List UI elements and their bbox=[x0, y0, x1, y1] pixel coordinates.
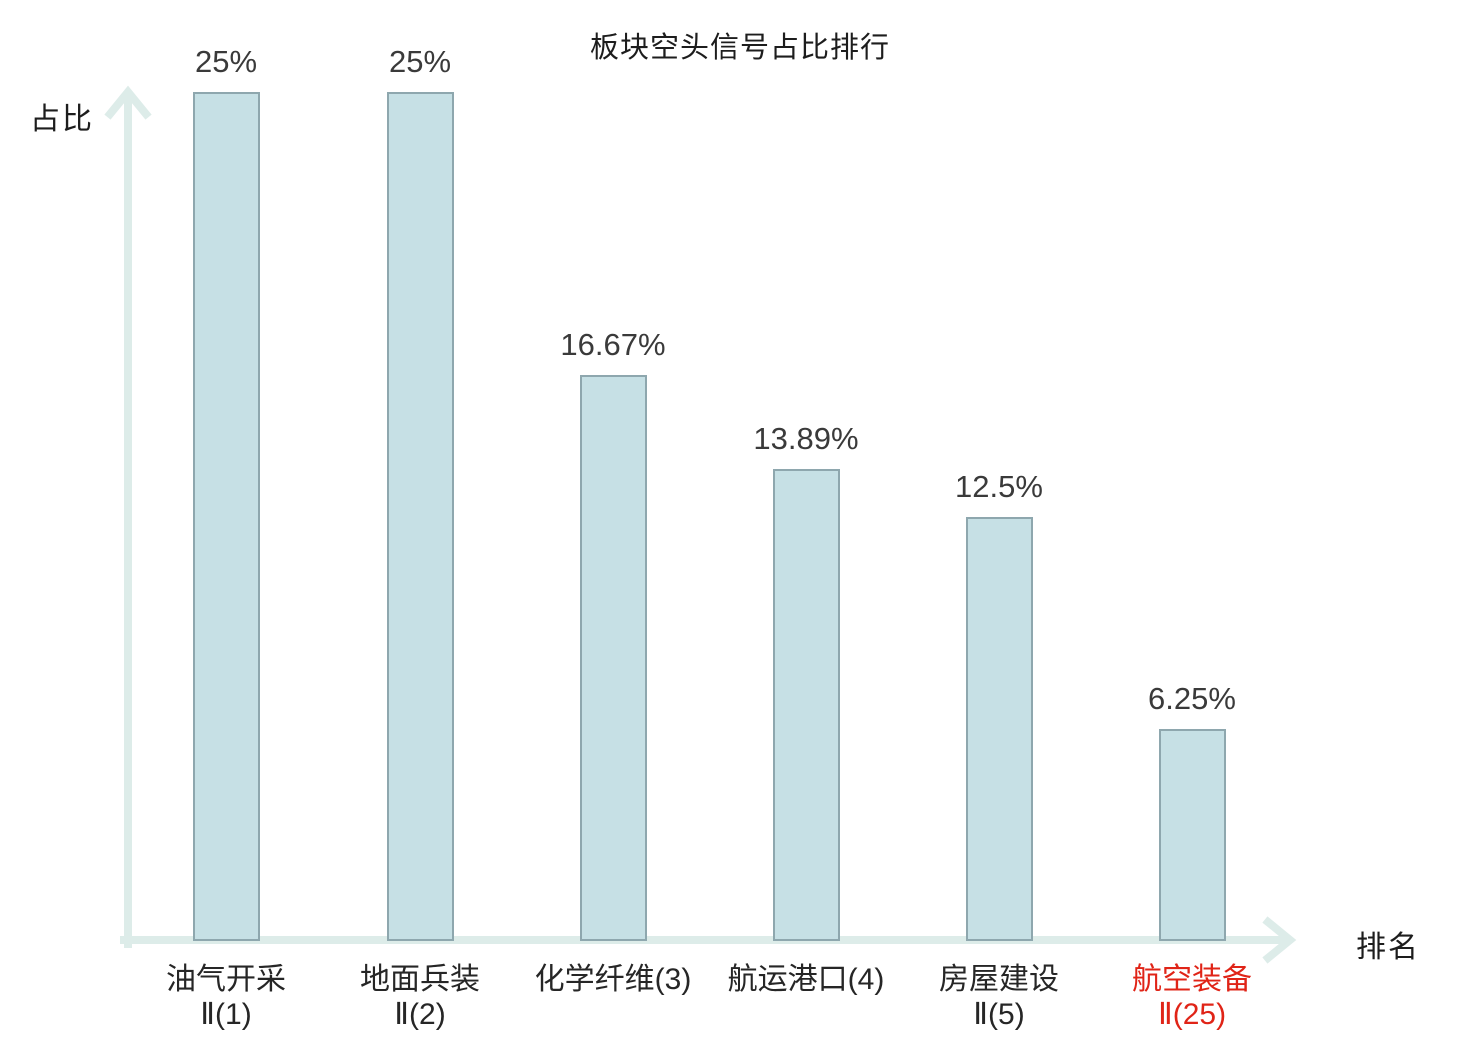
bar bbox=[772, 469, 840, 941]
bar-value-label: 16.67% bbox=[560, 326, 666, 362]
category-label: 化学纤维(3) bbox=[507, 962, 720, 997]
bar-column-1: 25% 油气开采 Ⅱ(1) bbox=[130, 0, 323, 1040]
category-label-line1: 油气开采 bbox=[166, 963, 286, 996]
category-label: 房屋建设 Ⅱ(5) bbox=[893, 962, 1106, 1032]
category-label-line2: Ⅱ(1) bbox=[200, 998, 252, 1031]
bar bbox=[965, 516, 1033, 941]
category-label-line2: Ⅱ(25) bbox=[1157, 998, 1227, 1031]
category-label-line2: Ⅱ(5) bbox=[973, 998, 1025, 1031]
bar-value-label: 25% bbox=[194, 44, 258, 79]
bar bbox=[579, 374, 647, 941]
category-label-line1: 航运港口(4) bbox=[727, 963, 885, 996]
x-axis-label: 排名 bbox=[1356, 931, 1420, 964]
bar-column-2: 25% 地面兵装 Ⅱ(2) bbox=[324, 0, 517, 1040]
category-label-line1: 化学纤维(3) bbox=[534, 963, 692, 996]
chart-title: 板块空头信号占比排行 bbox=[589, 32, 890, 64]
y-axis-label: 占比 bbox=[30, 103, 94, 136]
y-axis-arrow-icon bbox=[104, 85, 152, 120]
category-label: 航空装备 Ⅱ(25) bbox=[1086, 962, 1299, 1032]
bar-column-5: 12.5% 房屋建设 Ⅱ(5) bbox=[903, 0, 1096, 1040]
bar-value-label: 12.5% bbox=[955, 468, 1043, 504]
bar bbox=[1158, 728, 1226, 941]
bar bbox=[386, 92, 454, 941]
category-label-line2: Ⅱ(2) bbox=[394, 998, 446, 1031]
bar-value-label: 13.89% bbox=[753, 421, 859, 457]
bar-value-label: 6.25% bbox=[1148, 680, 1236, 716]
bar bbox=[192, 92, 260, 941]
category-label-line1: 房屋建设 bbox=[939, 963, 1059, 996]
bar-column-4: 13.89% 航运港口(4) bbox=[710, 0, 903, 1040]
category-label: 油气开采 Ⅱ(1) bbox=[120, 962, 333, 1032]
x-axis-arrow-icon bbox=[1262, 916, 1297, 964]
category-label: 地面兵装 Ⅱ(2) bbox=[314, 962, 527, 1032]
bar-column-6: 6.25% 航空装备 Ⅱ(25) bbox=[1096, 0, 1289, 1040]
category-label: 航运港口(4) bbox=[700, 962, 913, 997]
bar-value-label: 25% bbox=[388, 44, 452, 79]
category-label-line1: 航空装备 bbox=[1132, 963, 1252, 996]
category-label-line1: 地面兵装 bbox=[360, 963, 480, 996]
bar-column-3: 16.67% 化学纤维(3) bbox=[517, 0, 710, 1040]
